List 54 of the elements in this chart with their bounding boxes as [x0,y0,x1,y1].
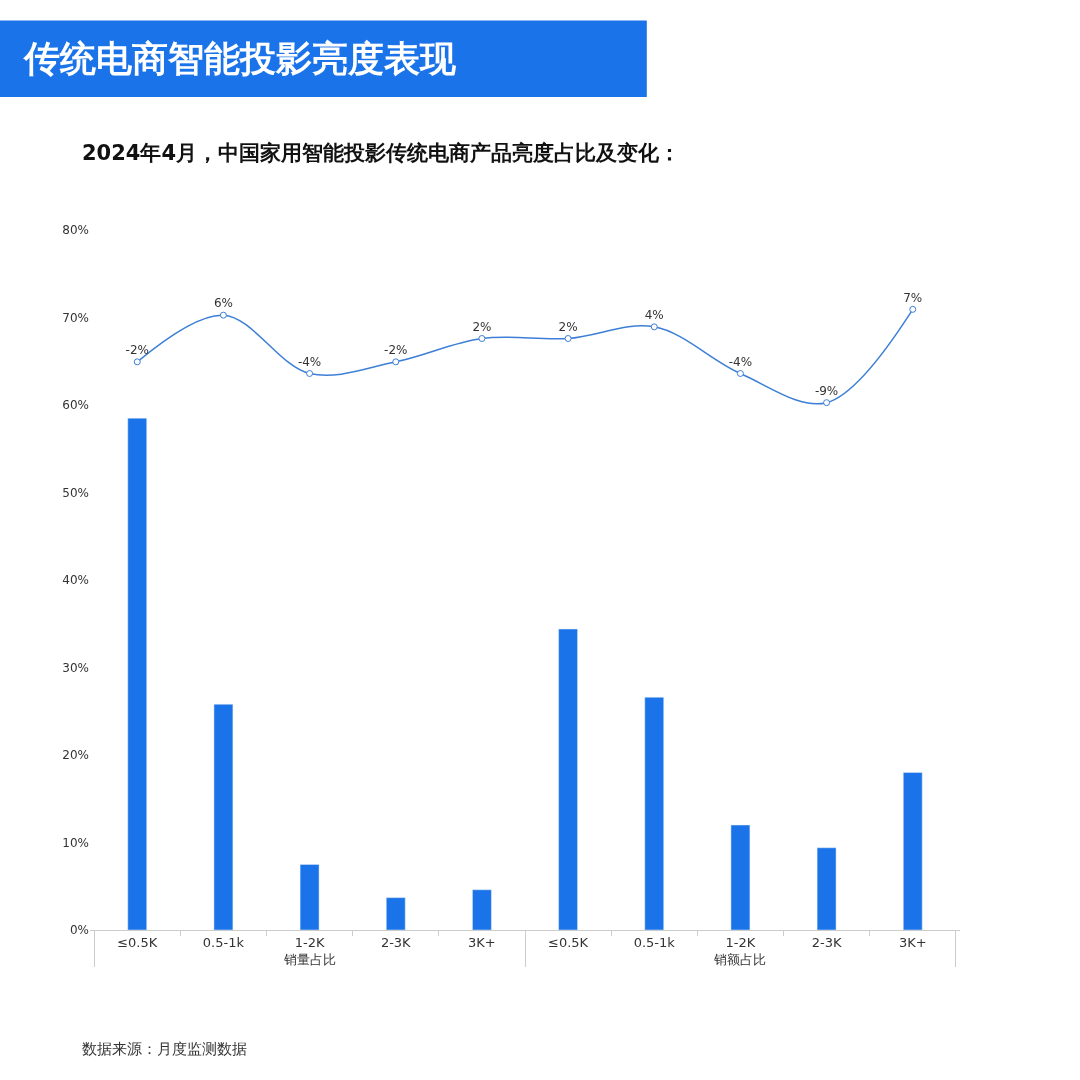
point [650,323,658,331]
data-label: -4% [728,354,753,369]
point [736,369,744,377]
x-tick-label: ≤0.5K [548,934,589,950]
point [219,311,227,319]
x-tick-label: 0.5-1k [202,934,245,950]
bar [644,697,664,930]
y-tick-label: 70% [62,310,89,325]
bar [816,847,837,930]
point [478,335,486,343]
point [133,358,141,366]
x-tick-label: 1-2K [725,934,756,950]
data-label: -2% [125,343,149,358]
y-tick-label: 30% [62,660,89,675]
bar [213,704,234,930]
data-label: -2% [384,343,408,358]
bar [558,628,578,930]
source-note: 数据来源：月度监测数据 [82,1040,247,1058]
text: 销额占比 [713,951,767,967]
x-tick-label: 2-3K [811,934,842,950]
point [909,305,917,313]
y-tick-label: 10% [62,835,89,850]
point [392,358,400,366]
bar [730,824,751,930]
y-tick-label: 0% [69,923,89,938]
data-label: 6% [213,296,233,311]
x-tick-label: ≤0.5K [117,934,158,950]
y-tick-label: 50% [62,485,89,500]
bar [299,864,320,930]
data-label: 7% [903,290,923,305]
y-tick-label: 40% [62,573,89,588]
point [306,369,314,377]
text: 销量占比 [282,951,336,967]
data-label: 2% [472,319,492,334]
x-tick-label: 3K+ [898,934,927,950]
y-tick-label: 20% [62,748,89,763]
data-label: -4% [297,354,322,369]
point [823,399,831,407]
point [564,335,572,343]
bar [903,772,923,930]
bar [127,417,147,930]
x-tick-label: 3K+ [468,934,496,950]
x-tick-label: 2-3K [380,934,412,950]
bar [472,889,492,930]
y-tick-label: 80% [62,223,89,238]
y-tick-label: 60% [62,398,89,413]
data-label: -9% [814,383,839,398]
data-label: 2% [558,319,578,334]
chart-title: 传统电商智能投影亮度表现 [22,38,457,79]
x-tick-label: 1-2K [294,934,325,950]
bar [386,897,406,930]
data-label: 4% [644,308,664,323]
chart-subtitle: 2024年4月，中国家用智能投影传统电商产品亮度占比及变化： [82,141,681,165]
x-tick-label: 0.5-1k [633,934,676,950]
